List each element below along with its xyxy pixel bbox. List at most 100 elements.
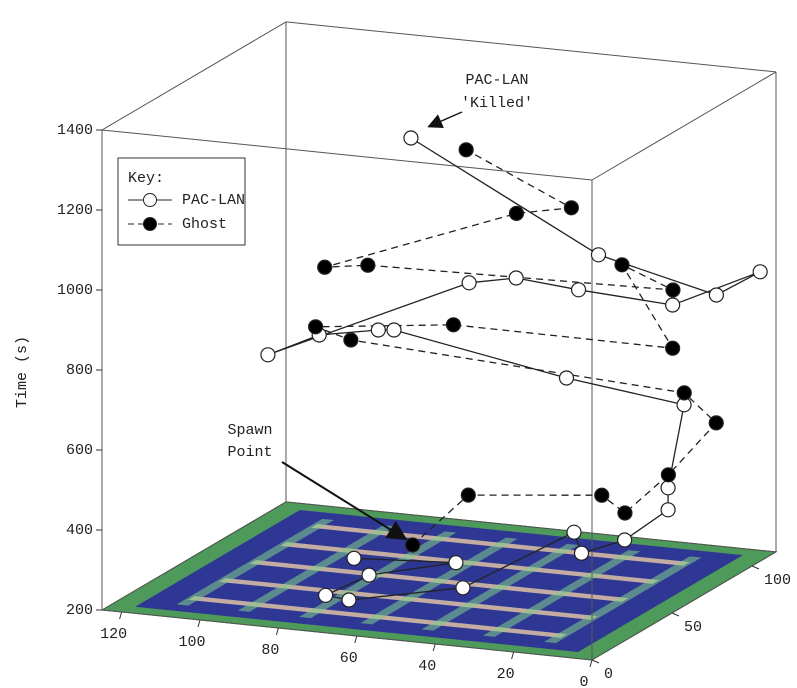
- point: [341, 592, 357, 608]
- point: [508, 270, 524, 286]
- legend: Key: PAC-LAN Ghost: [117, 157, 246, 246]
- point: [360, 257, 376, 273]
- map-wall: [176, 518, 334, 606]
- annotation-text: PAC-LAN: [465, 72, 528, 89]
- y-tick: [671, 612, 680, 617]
- point: [260, 347, 276, 363]
- y-tick-label: 0: [604, 666, 613, 683]
- legend-box: [117, 157, 246, 246]
- z-tick-label: 600: [66, 442, 93, 459]
- x-tick: [432, 643, 436, 652]
- map-wall: [299, 531, 457, 619]
- point: [461, 275, 477, 291]
- box-edge: [101, 501, 287, 611]
- annotation-text: Spawn: [227, 422, 272, 439]
- box-edge: [101, 129, 593, 181]
- point: [665, 297, 681, 313]
- point: [403, 130, 419, 146]
- point: [752, 264, 768, 280]
- point: [405, 537, 421, 553]
- x-tick-label: 80: [261, 642, 279, 659]
- annotation-arrow: [281, 461, 408, 541]
- point: [448, 555, 464, 571]
- annotation-text: 'Killed': [461, 95, 533, 112]
- annotation: Spawn Point: [227, 422, 408, 541]
- annotation-arrow: [427, 111, 463, 129]
- point: [665, 340, 681, 356]
- box-edge: [285, 21, 777, 73]
- point: [460, 487, 476, 503]
- map-wall: [421, 543, 579, 631]
- point: [708, 287, 725, 303]
- point: [458, 142, 474, 158]
- point: [370, 322, 386, 338]
- x-tick-label: 20: [497, 666, 515, 683]
- legend-title: Key:: [128, 170, 164, 187]
- z-tick-label: 800: [66, 362, 93, 379]
- z-tick-label: 1000: [57, 282, 93, 299]
- point: [665, 282, 681, 298]
- point: [343, 332, 359, 348]
- x-tick: [197, 619, 201, 628]
- point: [617, 505, 633, 521]
- x-tick-label: 100: [178, 634, 205, 651]
- x-tick: [275, 627, 279, 636]
- y-tick-label: 50: [684, 619, 702, 636]
- x-tick: [511, 651, 515, 660]
- z-tick-label: 1200: [57, 202, 93, 219]
- point: [508, 205, 525, 221]
- map-wall: [360, 537, 518, 625]
- x-tick: [119, 611, 123, 620]
- map-wall: [482, 550, 641, 637]
- point: [573, 545, 590, 561]
- legend-label: PAC-LAN: [182, 192, 245, 209]
- point: [455, 580, 471, 596]
- point: [594, 487, 610, 503]
- y-tick: [751, 565, 760, 570]
- point: [708, 415, 724, 431]
- point: [566, 524, 582, 540]
- point: [558, 370, 575, 386]
- y-tick: [591, 659, 600, 664]
- z-tick-label: 1400: [57, 122, 93, 139]
- point: [308, 319, 324, 335]
- point: [570, 282, 587, 298]
- x-tick: [589, 659, 593, 668]
- z-axis-label: Time (s): [14, 336, 31, 408]
- point: [563, 200, 579, 216]
- annotation: PAC-LAN 'Killed': [427, 72, 533, 129]
- box-edge: [591, 551, 777, 661]
- point: [660, 480, 676, 496]
- legend-label: Ghost: [182, 216, 227, 233]
- point: [317, 259, 333, 275]
- map-wall: [544, 556, 702, 644]
- point: [386, 322, 402, 338]
- x-tick-label: 40: [418, 658, 436, 675]
- point: [660, 502, 676, 518]
- map-wall: [237, 525, 396, 612]
- point: [660, 467, 677, 483]
- y-tick-label: 100: [764, 572, 791, 589]
- box-edge: [285, 501, 777, 553]
- annotation-text: Point: [227, 444, 272, 461]
- point: [361, 567, 377, 583]
- z-tick-label: 400: [66, 522, 93, 539]
- box-edge: [591, 71, 777, 181]
- point: [346, 550, 362, 566]
- x-tick-label: 0: [579, 674, 588, 688]
- point: [614, 257, 630, 273]
- z-tick-label: 200: [66, 602, 93, 619]
- legend-marker: [143, 217, 157, 231]
- box-edge: [101, 21, 287, 131]
- x-tick-label: 60: [340, 650, 358, 667]
- point: [617, 532, 633, 548]
- point: [445, 317, 462, 333]
- point: [590, 247, 607, 263]
- legend-marker: [143, 193, 157, 207]
- x-tick-label: 120: [100, 626, 127, 643]
- x-tick: [354, 635, 358, 644]
- point: [676, 385, 692, 401]
- box-edge: [101, 609, 593, 661]
- point: [318, 587, 334, 603]
